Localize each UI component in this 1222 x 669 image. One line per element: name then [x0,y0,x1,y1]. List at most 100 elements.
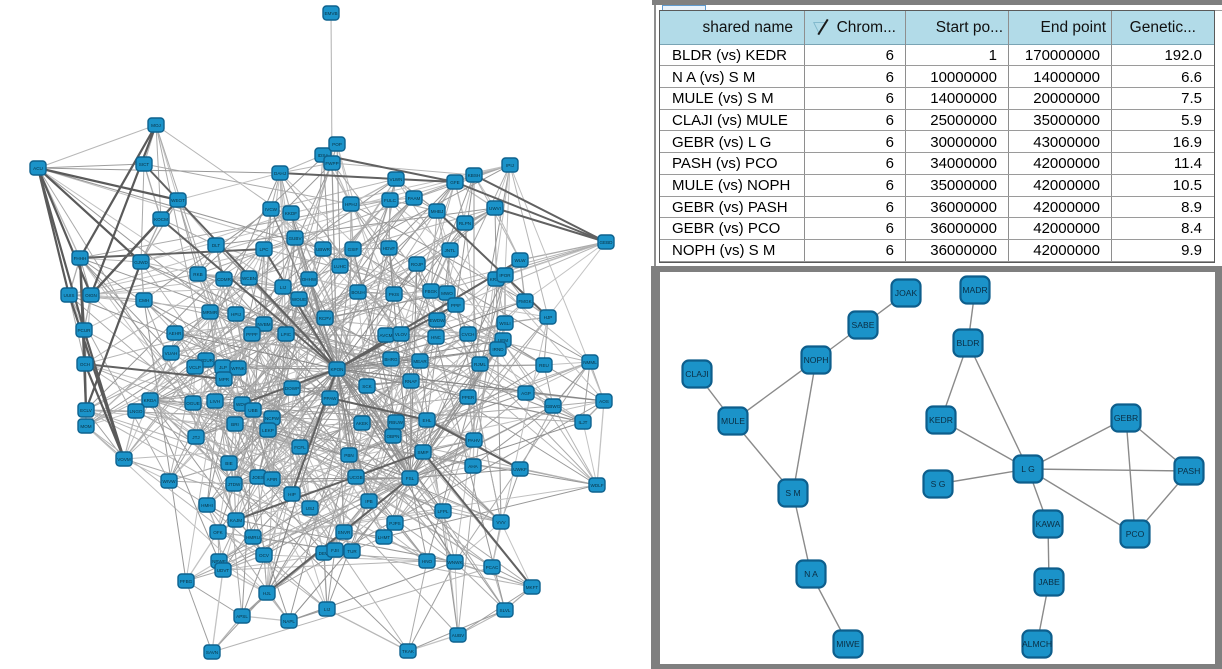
svg-text:MHBJ: MHBJ [431,209,444,214]
svg-text:FCFL: FCFL [294,445,306,450]
svg-text:KRPP: KRPP [490,277,503,282]
svg-text:IDSA: IDSA [318,153,330,158]
svg-text:APSL: APSL [236,614,248,619]
svg-text:WLW: WLW [515,258,527,263]
svg-text:LIJ: LIJ [280,285,286,290]
svg-text:HJP: HJP [544,315,553,320]
svg-text:BRI: BRI [231,422,239,427]
svg-text:KAJM: KAJM [230,518,242,523]
svg-text:CMH: CMH [139,298,149,303]
svg-text:AEHR: AEHR [169,331,182,336]
svg-text:HPIJ: HPIJ [231,312,241,317]
svg-text:RJML: RJML [474,362,486,367]
svg-text:OCV: OCV [259,553,270,558]
svg-text:UBWR: UBWR [316,247,331,252]
svg-text:ECLV: ECLV [80,408,93,413]
svg-text:UWKF: UWKF [513,467,527,472]
svg-text:VCLP: VCLP [189,365,201,370]
svg-text:MEAR: MEAR [413,359,427,364]
svg-text:LPIC: LPIC [281,332,292,337]
svg-text:FSL: FSL [406,476,415,481]
svg-text:EHL: EHL [423,418,432,423]
svg-text:ILJT: ILJT [579,420,588,425]
svg-text:MULE: MULE [721,416,745,426]
svg-text:DLT: DLT [212,243,221,248]
svg-text:LHMT: LHMT [378,535,391,540]
svg-text:DOWP: DOWP [285,386,299,391]
svg-text:VVV: VVV [496,520,506,525]
svg-text:IPOR: IPOR [499,273,511,278]
svg-text:KAWA: KAWA [1036,519,1061,529]
svg-text:FJII: FJII [331,548,339,553]
svg-text:SMIP: SMIP [417,450,428,455]
svg-text:GEBR: GEBR [1114,413,1138,423]
svg-text:CLAJI: CLAJI [685,369,708,379]
svg-text:SICT: SICT [139,162,150,167]
svg-text:LEKP: LEKP [262,428,274,433]
svg-text:HJL: HJL [263,591,272,596]
svg-text:PBN: PBN [344,453,353,458]
svg-text:GBWG: GBWG [546,404,561,409]
svg-text:NPWE: NPWE [212,559,226,564]
svg-text:JLP: JLP [219,365,227,370]
svg-text:OCH: OCH [80,362,90,367]
svg-text:MGUR: MGUR [199,358,214,363]
svg-text:SNVR: SNVR [338,530,351,535]
svg-text:SABE: SABE [852,320,875,330]
svg-text:LNGO: LNGO [129,409,142,414]
svg-text:LFPL: LFPL [438,509,449,514]
svg-text:PKIS: PKIS [389,292,399,297]
svg-text:MWO: MWO [441,291,453,296]
svg-text:REU: REU [539,363,549,368]
svg-text:RLPN: RLPN [459,221,471,226]
svg-text:ROJP: ROJP [411,262,423,267]
svg-text:ACU: ACU [33,166,43,171]
svg-text:L G: L G [1021,464,1035,474]
svg-text:GFE: GFE [450,180,459,185]
svg-text:APIR: APIR [267,477,278,482]
svg-text:OFK: OFK [213,530,223,535]
svg-text:OIGN: OIGN [85,293,97,298]
svg-text:EWDW: EWDW [429,318,445,323]
svg-text:RCPV: RCPV [319,316,333,321]
svg-text:VLOV: VLOV [395,332,408,337]
svg-text:TKAK: TKAK [402,649,415,654]
svg-text:S M: S M [785,488,800,498]
svg-text:MRMR: MRMR [203,310,218,315]
svg-text:AHA: AHA [468,464,478,469]
svg-text:FBGK: FBGK [425,289,438,294]
svg-text:DAHJ: DAHJ [274,171,286,176]
svg-text:NOPH: NOPH [804,355,829,365]
svg-text:PFBG: PFBG [180,579,193,584]
svg-text:HIP: HIP [288,492,296,497]
svg-text:OHHW: OHHW [302,277,317,282]
svg-text:LPC: LPC [260,247,270,252]
svg-text:BOUH: BOUH [351,290,364,295]
svg-text:PPER: PPER [462,395,475,400]
svg-text:NAPL: NAPL [283,619,295,624]
svg-text:NVBM: NVBM [257,322,270,327]
svg-text:PCUR: PCUR [77,328,91,333]
svg-text:WSLI: WSLI [499,321,510,326]
svg-text:AGP: AGP [521,391,531,396]
svg-text:JTDW: JTDW [228,482,241,487]
svg-text:PCAC: PCAC [486,565,499,570]
svg-text:LIVH: LIVH [210,399,220,404]
svg-text:JABE: JABE [1038,577,1060,587]
svg-text:PPAW: PPAW [323,396,337,401]
svg-text:WOUE: WOUE [292,297,306,302]
svg-text:BHRG: BHRG [384,357,398,362]
svg-text:AUBV: AUBV [452,633,465,638]
svg-text:N A: N A [804,569,818,579]
svg-text:LUHC: LUHC [334,264,347,269]
svg-text:JOES: JOES [252,475,264,480]
svg-text:GJWD: GJWD [134,260,148,265]
svg-text:WIVW: WIVW [162,479,176,484]
svg-text:MKFT: MKFT [526,585,539,590]
svg-text:UWVI: UWVI [489,206,501,211]
svg-text:JNTL: JNTL [445,248,456,253]
svg-text:JOAK: JOAK [895,288,918,298]
svg-text:PFPF: PFPF [246,332,258,337]
svg-text:GEBD: GEBD [599,240,613,245]
svg-text:RNAF: RNAF [405,379,418,384]
